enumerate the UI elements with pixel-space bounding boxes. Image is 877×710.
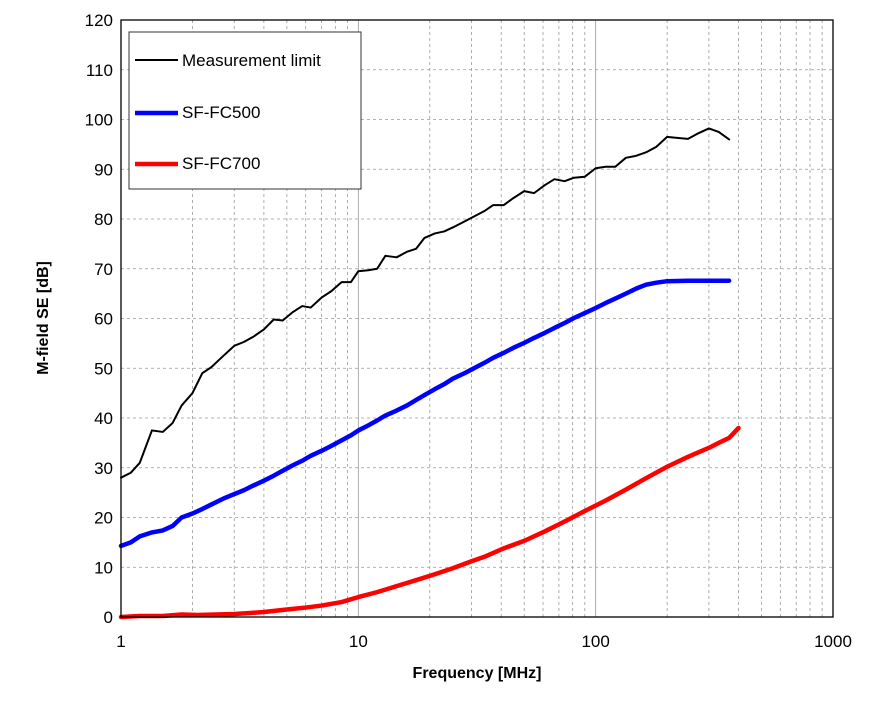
y-tick-label: 10	[94, 558, 113, 577]
y-tick-label: 40	[94, 409, 113, 428]
y-tick-label: 50	[94, 359, 113, 378]
y-tick-label: 80	[94, 210, 113, 229]
y-tick-label: 20	[94, 509, 113, 528]
series-line-sf-fc500	[118, 278, 732, 549]
legend: Measurement limit SF-FC500 SF-FC700	[128, 31, 362, 190]
plot-border	[120, 19, 834, 618]
y-tick-label: 100	[85, 111, 113, 130]
x-tick-label: 10	[349, 632, 368, 651]
series-line-sf-fc700	[118, 425, 741, 620]
y-tick-label: 70	[94, 260, 113, 279]
legend-label-sf-fc700: SF-FC700	[182, 154, 260, 173]
series-line-measurement-limit	[120, 127, 731, 479]
y-tick-label: 110	[86, 61, 113, 80]
x-tick-label: 100	[581, 632, 609, 651]
legend-label-measurement-limit: Measurement limit	[182, 51, 321, 70]
legend-label-sf-fc500: SF-FC500	[182, 103, 260, 122]
y-axis-title: M-field SE [dB]	[35, 261, 52, 375]
y-tick-label: 30	[94, 459, 113, 478]
y-tick-label: 120	[85, 11, 113, 30]
x-tick-label: 1	[116, 632, 125, 651]
y-tick-label: 0	[104, 608, 113, 627]
x-axis-title: Frequency [MHz]	[413, 665, 542, 682]
series-layer	[118, 127, 741, 620]
y-tick-label: 60	[94, 310, 113, 329]
x-tick-label: 1000	[814, 632, 852, 651]
y-tick-label: 90	[94, 160, 113, 179]
